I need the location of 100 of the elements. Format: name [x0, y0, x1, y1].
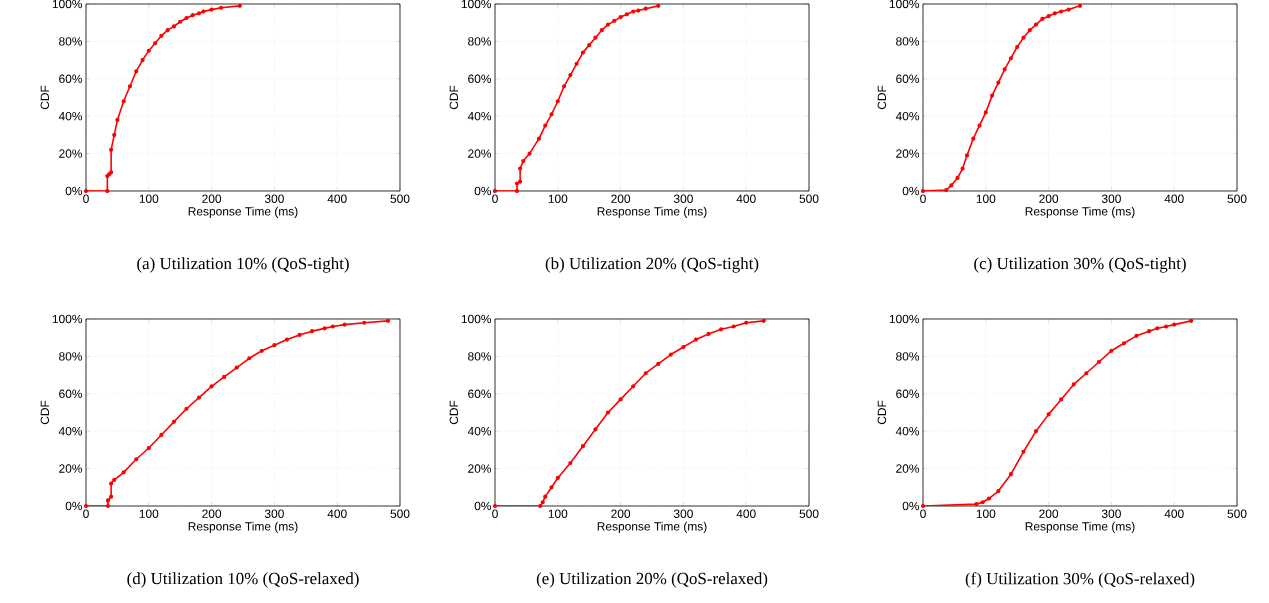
point — [1189, 318, 1194, 323]
point — [342, 322, 347, 327]
point — [109, 494, 114, 499]
point — [656, 361, 661, 366]
y-tick-label: 100% — [889, 314, 920, 324]
point — [718, 327, 724, 332]
x-tick-label: 200 — [202, 509, 222, 518]
text: (f) Utilization 30% (QoS-relaxed) — [965, 572, 1195, 588]
point — [237, 3, 242, 8]
point — [105, 503, 111, 509]
text: (c) Utilization 30% (QoS-tight) — [974, 257, 1186, 273]
point — [109, 481, 114, 486]
point — [514, 181, 520, 186]
point — [1059, 9, 1064, 14]
y-tick-label: 20% — [896, 149, 920, 158]
x-tick-label: 300 — [1101, 509, 1121, 518]
y-tick-label: 60% — [468, 74, 492, 84]
point — [643, 6, 648, 11]
point — [1155, 326, 1160, 331]
point — [1015, 44, 1020, 50]
point — [543, 494, 548, 499]
y-tick-label: 0% — [474, 501, 492, 511]
x-axis-title: Response Time (ms) — [597, 206, 707, 218]
x-tick-label: 0 — [83, 509, 89, 518]
x-tick-label: 400 — [1164, 509, 1184, 518]
y-tick-label: 0% — [902, 501, 920, 511]
point — [1077, 3, 1083, 8]
point — [612, 18, 617, 23]
x-tick-label: 500 — [799, 194, 819, 203]
y-tick-label: 80% — [468, 37, 492, 46]
x-tick-label: 300 — [673, 509, 693, 518]
x-axis-title: Response Time (ms) — [597, 521, 707, 533]
x-tick-label: 100 — [976, 194, 996, 203]
y-axis-title: CDF — [40, 400, 50, 425]
point — [518, 179, 523, 184]
point — [971, 136, 976, 141]
point — [1071, 382, 1076, 387]
point — [514, 188, 520, 194]
point — [134, 457, 139, 462]
point — [974, 502, 979, 507]
y-tick-label: 60% — [59, 74, 83, 84]
point — [568, 460, 573, 466]
x-tick-label: 500 — [390, 509, 410, 518]
x-tick-label: 100 — [548, 509, 568, 518]
point — [580, 50, 586, 55]
point — [284, 337, 290, 342]
point — [944, 187, 949, 193]
point — [1027, 28, 1032, 33]
point — [1052, 11, 1057, 16]
point — [121, 99, 126, 104]
point — [209, 384, 214, 389]
x-tick-label: 300 — [264, 509, 284, 518]
x-axis-title: Response Time (ms) — [188, 521, 298, 533]
point — [1008, 56, 1014, 61]
point — [636, 8, 641, 13]
y-tick-label: 40% — [58, 111, 83, 121]
y-tick-label: 40% — [895, 426, 920, 436]
point — [538, 503, 543, 509]
point — [618, 397, 623, 402]
point — [134, 69, 139, 74]
x-tick-label: 400 — [327, 194, 347, 203]
point — [1134, 333, 1139, 338]
point — [631, 9, 636, 14]
y-tick-label: 100% — [889, 0, 920, 9]
point — [105, 498, 111, 503]
point — [624, 12, 629, 17]
y-axis-title: CDF — [877, 85, 887, 110]
y-tick-label: 20% — [59, 464, 83, 473]
point — [1172, 322, 1177, 327]
point — [593, 35, 598, 40]
x-tick-label: 500 — [1227, 194, 1247, 203]
point — [115, 117, 120, 123]
point — [605, 410, 611, 415]
point — [171, 419, 177, 424]
point — [1066, 7, 1071, 12]
point — [955, 175, 960, 180]
x-tick-label: 100 — [139, 194, 159, 203]
y-tick-label: 40% — [467, 111, 492, 121]
point — [184, 15, 189, 21]
point — [1121, 341, 1127, 346]
point — [1008, 472, 1014, 477]
y-tick-label: 100% — [461, 314, 492, 324]
point — [247, 356, 252, 361]
y-tick-label: 80% — [468, 352, 492, 361]
x-tick-label: 0 — [920, 509, 926, 518]
point — [218, 5, 224, 10]
point — [521, 158, 526, 164]
point — [631, 384, 636, 389]
x-tick-label: 400 — [1164, 194, 1184, 203]
y-tick-label: 0% — [65, 501, 83, 511]
point — [561, 84, 567, 89]
point — [309, 329, 315, 334]
y-tick-label: 20% — [468, 149, 492, 158]
y-tick-label: 0% — [474, 186, 492, 196]
point — [1046, 14, 1051, 19]
point — [731, 324, 736, 329]
point — [1033, 429, 1039, 434]
y-tick-label: 100% — [52, 314, 83, 324]
point — [112, 477, 117, 482]
point — [184, 406, 189, 411]
